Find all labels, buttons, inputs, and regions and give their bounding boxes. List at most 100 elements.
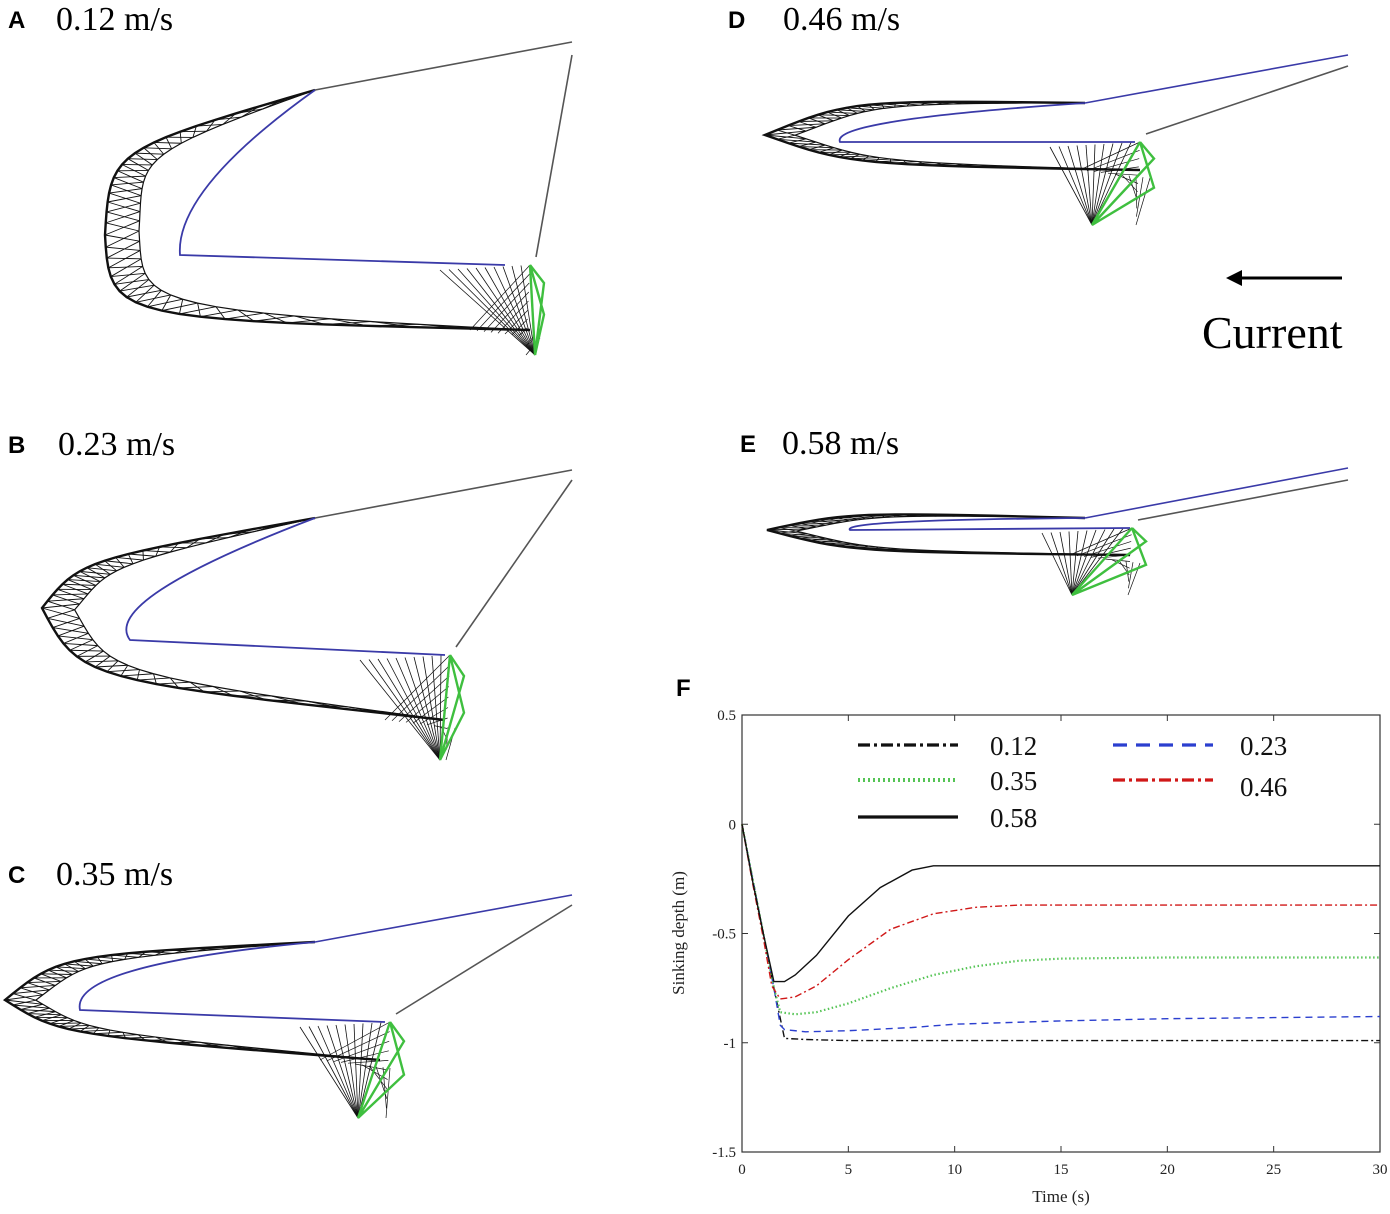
net-diagram-b-mesh-strand (41, 607, 80, 619)
net-diagram-d-codend-strand (1100, 166, 1139, 173)
net-diagram-e-codend-strand (1071, 530, 1088, 596)
panel-e: E 0.58 m/s (740, 425, 1349, 597)
net-diagram-c-codend-strand (385, 1067, 391, 1119)
net-diagram-b-codend-strand (377, 658, 441, 761)
net-diagram-a-mesh-strand (114, 266, 143, 285)
net-diagram-a-mesh-strand (126, 279, 150, 298)
net-diagram-b-codend (359, 654, 456, 761)
net-diagram-a-mesh-strand (253, 315, 295, 322)
net-diagram-b-codend-strand (359, 659, 441, 761)
net-diagram-b-headline (125, 517, 446, 656)
chart-xlabel: Time (s) (1032, 1187, 1089, 1206)
net-diagram-c-mesh-strand (68, 1027, 99, 1030)
net-diagram-c-mesh-strand (12, 993, 36, 1001)
net-diagram-b-codend-strand (419, 707, 449, 725)
net-diagram-d-mesh-strand (764, 130, 807, 136)
net-diagram-d-mesh (764, 101, 1141, 171)
net-diagram-b-mesh-strand (136, 669, 140, 681)
net-diagram-c-codend-strand (353, 1023, 359, 1119)
net-diagram-a-codend-strand (518, 327, 528, 336)
net-diagram-a-codend-strand (457, 268, 536, 356)
net-diagram-d-codend-strand (1058, 146, 1093, 226)
net-diagram-c-codend-strand (357, 1022, 382, 1119)
net-diagram-e-codend-strand (1071, 530, 1079, 596)
chart-ticks: 0 5 10 15 20 25 30 0.5 0 -0.5 -1 -1.5 (712, 708, 1387, 1178)
net-diagram-d-mesh-strand (817, 114, 850, 117)
net-diagram-c-mesh-strand (49, 1017, 68, 1025)
net-diagram-c-mesh-strand (4, 999, 44, 1005)
net-diagram-b-mesh-strand (156, 681, 190, 685)
net-diagram-d-footrope (1091, 141, 1156, 227)
net-diagram-b-mesh-strand (189, 681, 205, 693)
net-diagram-b-mesh-strand (57, 625, 85, 637)
net-diagram-d-codend-strand (1049, 146, 1093, 226)
net-diagram-a-codend-strand (476, 273, 530, 332)
net-diagram-e-codend-strand (1104, 558, 1131, 562)
net-diagram-c-lower-warp (395, 904, 573, 1015)
net-diagram-a-codend-strand (511, 318, 528, 336)
panel-c-speed: 0.35 m/s (56, 856, 173, 893)
net-diagram-d-codend (1049, 141, 1151, 226)
panel-b-letter: B (8, 432, 25, 459)
net-diagram-b-mesh-strand (47, 600, 75, 611)
net-diagram-a-footrope-edge (528, 264, 537, 356)
net-diagram-a-mesh-strand (110, 272, 146, 278)
net-diagram-b-mesh-strand (52, 594, 80, 605)
chart-legend-label-0.58: 0.58 (990, 803, 1037, 833)
net-diagram-b-mesh-strand (52, 593, 89, 596)
chart-ytick-label: -1 (724, 1036, 737, 1052)
net-diagram-b-mesh-strand (86, 567, 117, 572)
net-diagram-e-lower-warp (1137, 479, 1349, 521)
net-diagram-e-footrope-edge (1071, 527, 1133, 596)
chart-ytick-label: 0 (729, 817, 737, 833)
net-diagram-d-codend-strand (1091, 142, 1123, 226)
chart-xtick-label: 15 (1054, 1162, 1069, 1178)
net-diagram-c-mesh-strand (74, 960, 103, 965)
net-diagram-d-codend-strand (1091, 142, 1132, 226)
net-diagram-d-footrope-edge (1090, 141, 1142, 226)
chart-series-line-0.12 (741, 824, 1380, 1042)
chart-xtick-label: 0 (738, 1162, 746, 1178)
net-diagram-b-lower-warp (455, 479, 573, 648)
net-diagram-c-mesh-strand (58, 1020, 75, 1027)
net-diagram-a-codend-strand (484, 267, 536, 356)
chart-ytick-label: -0.5 (712, 927, 736, 943)
net-diagram-c-mesh-strand (55, 966, 86, 970)
chart-xtick-label: 25 (1266, 1162, 1281, 1178)
net-diagram-a-mesh-strand (110, 184, 142, 197)
net-diagram-b-mesh-strand (63, 643, 98, 647)
net-diagram-d-codend-strand (1091, 144, 1096, 226)
net-diagram-d-codend-strand (1135, 177, 1151, 226)
net-diagram-a-headline (179, 89, 506, 266)
net-diagram-c-codend-strand (347, 1060, 389, 1064)
net-diagram-a-mesh-strand (294, 315, 326, 325)
net-diagram-d-codend-strand (1114, 173, 1139, 184)
net-diagram-d-mesh-strand (764, 134, 807, 140)
net-diagram-c-codend-strand (308, 1026, 359, 1119)
net-diagram-a-codend-strand (520, 265, 536, 356)
net-diagram-d-codend-strand (1085, 144, 1093, 226)
net-diagram-a-mesh-strand (119, 272, 146, 292)
arrow-left-icon (1226, 270, 1242, 286)
net-diagram-a-codend-strand (448, 269, 536, 356)
net-diagram-a-codend-strand (439, 269, 536, 356)
panel-e-letter: E (740, 431, 756, 458)
net-diagram-d-outer-edge (761, 100, 1141, 172)
net-diagram-b-upper-warp (314, 469, 573, 519)
net-diagram-d-headline (838, 102, 1135, 143)
net-diagram-a-outer-edge (103, 88, 531, 332)
net-diagram-b-codend-strand (405, 686, 450, 723)
net-diagram-a-mesh-strand (180, 130, 207, 133)
chart-xtick-label: 5 (845, 1162, 853, 1178)
net-diagram-c-codend-strand (357, 1023, 364, 1119)
net-diagram-a-codend-strand (469, 264, 531, 331)
net-diagram-d-codend-strand (1093, 158, 1140, 172)
net-diagram-b-mesh-strand (76, 645, 98, 657)
net-diagram-b-mesh-strand (57, 635, 93, 641)
net-diagram-a-mesh-strand (104, 220, 140, 236)
net-diagram-d-codend-strand (1091, 143, 1114, 226)
net-diagram-a-codend-strand (525, 336, 528, 338)
net-diagram-b-codend-strand (413, 656, 441, 761)
net-diagram-c-mesh-strand (27, 980, 61, 984)
